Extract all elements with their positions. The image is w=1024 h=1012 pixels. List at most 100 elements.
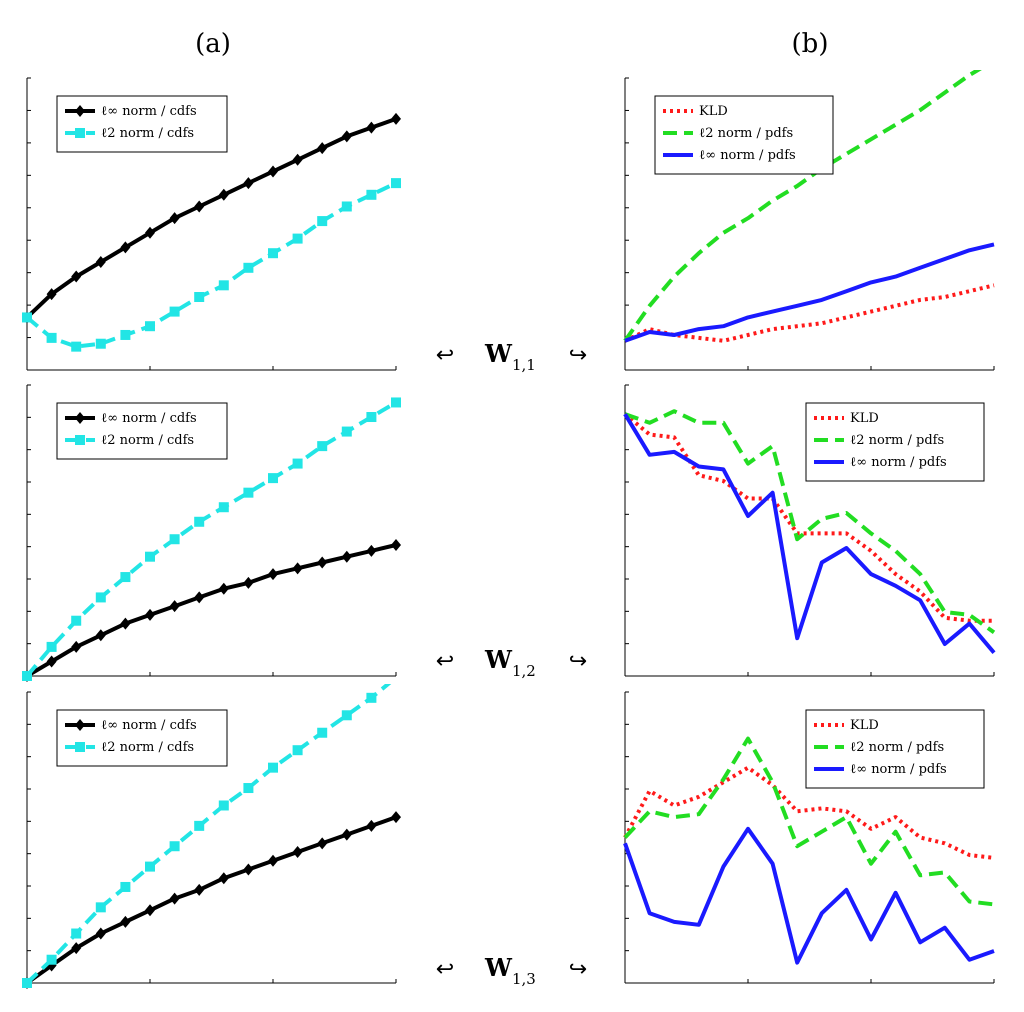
legend-item: KLD bbox=[663, 104, 728, 119]
data-point bbox=[366, 692, 377, 703]
data-point bbox=[194, 883, 205, 896]
data-point bbox=[169, 306, 180, 317]
legend-item: ℓ2 norm / cdfs bbox=[65, 126, 194, 141]
legend: ℓ∞ norm / cdfs ℓ2 norm / cdfs bbox=[56, 95, 228, 153]
data-point bbox=[317, 142, 328, 155]
data-point bbox=[292, 846, 303, 859]
panel-label-a: (a) bbox=[195, 29, 231, 59]
data-point bbox=[292, 562, 303, 575]
data-point bbox=[292, 233, 303, 244]
data-point bbox=[120, 329, 131, 340]
series-line-1 bbox=[25, 400, 398, 678]
data-point bbox=[317, 837, 328, 850]
data-point bbox=[194, 200, 205, 213]
data-point bbox=[194, 516, 205, 527]
chart-b2: KLD ℓ2 norm / pdfs ℓ∞ norm / pdfs bbox=[623, 384, 996, 677]
hook-left-arrow-icon: ↩ bbox=[436, 957, 454, 982]
legend-marker bbox=[75, 742, 85, 752]
legend-item: ℓ∞ norm / pdfs bbox=[814, 455, 947, 470]
series-line-1 bbox=[623, 70, 982, 342]
legend: KLD ℓ2 norm / pdfs ℓ∞ norm / pdfs bbox=[805, 402, 985, 482]
data-point bbox=[71, 942, 82, 955]
data-point bbox=[120, 881, 131, 892]
legend-item: ℓ2 norm / pdfs bbox=[814, 740, 944, 755]
data-point bbox=[391, 397, 401, 408]
legend-marker bbox=[75, 128, 85, 138]
data-point bbox=[218, 582, 229, 595]
data-point bbox=[95, 902, 106, 913]
data-point bbox=[120, 241, 131, 254]
legend-label: ℓ∞ norm / pdfs bbox=[850, 455, 947, 470]
data-point bbox=[317, 556, 328, 569]
plot-area bbox=[623, 736, 995, 965]
series-line-0 bbox=[624, 283, 995, 343]
data-point bbox=[145, 321, 155, 332]
plot-area bbox=[22, 112, 401, 352]
data-point bbox=[145, 226, 155, 239]
data-point bbox=[46, 641, 57, 652]
legend-item: ℓ2 norm / cdfs bbox=[65, 433, 194, 448]
series-line-2 bbox=[623, 413, 996, 654]
data-point bbox=[169, 841, 180, 852]
data-point bbox=[341, 130, 352, 143]
data-point bbox=[292, 153, 303, 166]
data-point bbox=[169, 212, 180, 225]
series-line-0 bbox=[25, 117, 397, 319]
legend-label: ℓ∞ norm / pdfs bbox=[850, 762, 947, 777]
data-point bbox=[243, 783, 254, 794]
weight-label: W bbox=[484, 953, 513, 982]
legend-box bbox=[56, 95, 228, 153]
data-point bbox=[341, 426, 352, 437]
legend-marker bbox=[75, 719, 85, 731]
legend-marker bbox=[75, 435, 85, 445]
data-point bbox=[366, 819, 377, 832]
plot-area bbox=[623, 409, 996, 654]
legend-item: ℓ∞ norm / pdfs bbox=[814, 762, 947, 777]
hook-right-arrow-icon: ↪ bbox=[569, 649, 587, 674]
legend-label: ℓ2 norm / pdfs bbox=[699, 126, 793, 141]
legend-box bbox=[56, 402, 228, 460]
data-point bbox=[366, 121, 377, 134]
data-point bbox=[95, 338, 106, 349]
legend-item: ℓ∞ norm / pdfs bbox=[663, 148, 796, 163]
series-line-0 bbox=[623, 412, 994, 623]
legend-label: ℓ∞ norm / cdfs bbox=[101, 104, 197, 119]
row-labels-layer: ↩ W 1,1 ↪↩ W 1,2 ↪↩ W 1,3 ↪ bbox=[436, 339, 587, 988]
data-point bbox=[292, 458, 303, 469]
data-point bbox=[391, 178, 401, 189]
hook-left-arrow-icon: ↩ bbox=[436, 649, 454, 674]
data-point bbox=[268, 762, 278, 773]
chart-b1: KLD ℓ2 norm / pdfs ℓ∞ norm / pdfs bbox=[623, 70, 995, 371]
data-point bbox=[341, 201, 352, 212]
chart-b3: KLD ℓ2 norm / pdfs ℓ∞ norm / pdfs bbox=[623, 691, 995, 984]
data-point bbox=[22, 978, 32, 988]
series-line-2 bbox=[623, 826, 995, 965]
data-point bbox=[243, 487, 254, 498]
series-line-1 bbox=[25, 684, 392, 985]
legend: KLD ℓ2 norm / pdfs ℓ∞ norm / pdfs bbox=[654, 95, 834, 175]
data-point bbox=[268, 165, 278, 178]
data-point bbox=[341, 828, 352, 841]
data-point bbox=[95, 927, 106, 940]
legend-item: KLD bbox=[814, 411, 879, 426]
data-point bbox=[120, 617, 131, 630]
series-line-1 bbox=[25, 181, 397, 349]
data-point bbox=[145, 608, 155, 621]
series-line-1 bbox=[623, 736, 995, 907]
legend: KLD ℓ2 norm / pdfs ℓ∞ norm / pdfs bbox=[805, 709, 985, 789]
weight-label: W bbox=[484, 645, 513, 674]
data-point bbox=[120, 572, 131, 583]
data-point bbox=[292, 745, 303, 756]
charts-layer: ℓ∞ norm / cdfs ℓ2 norm / cdfs KLD ℓ2 norm /… bbox=[22, 70, 996, 989]
data-point bbox=[46, 332, 57, 343]
data-point bbox=[194, 292, 205, 302]
data-point bbox=[169, 600, 180, 613]
data-point bbox=[71, 270, 82, 283]
legend-item: ℓ∞ norm / cdfs bbox=[65, 104, 197, 119]
data-point bbox=[71, 341, 82, 352]
legend-item: ℓ∞ norm / cdfs bbox=[65, 411, 197, 426]
data-point bbox=[218, 502, 229, 513]
series-line-0 bbox=[25, 543, 397, 678]
data-point bbox=[317, 727, 328, 738]
legend-box bbox=[56, 709, 228, 767]
